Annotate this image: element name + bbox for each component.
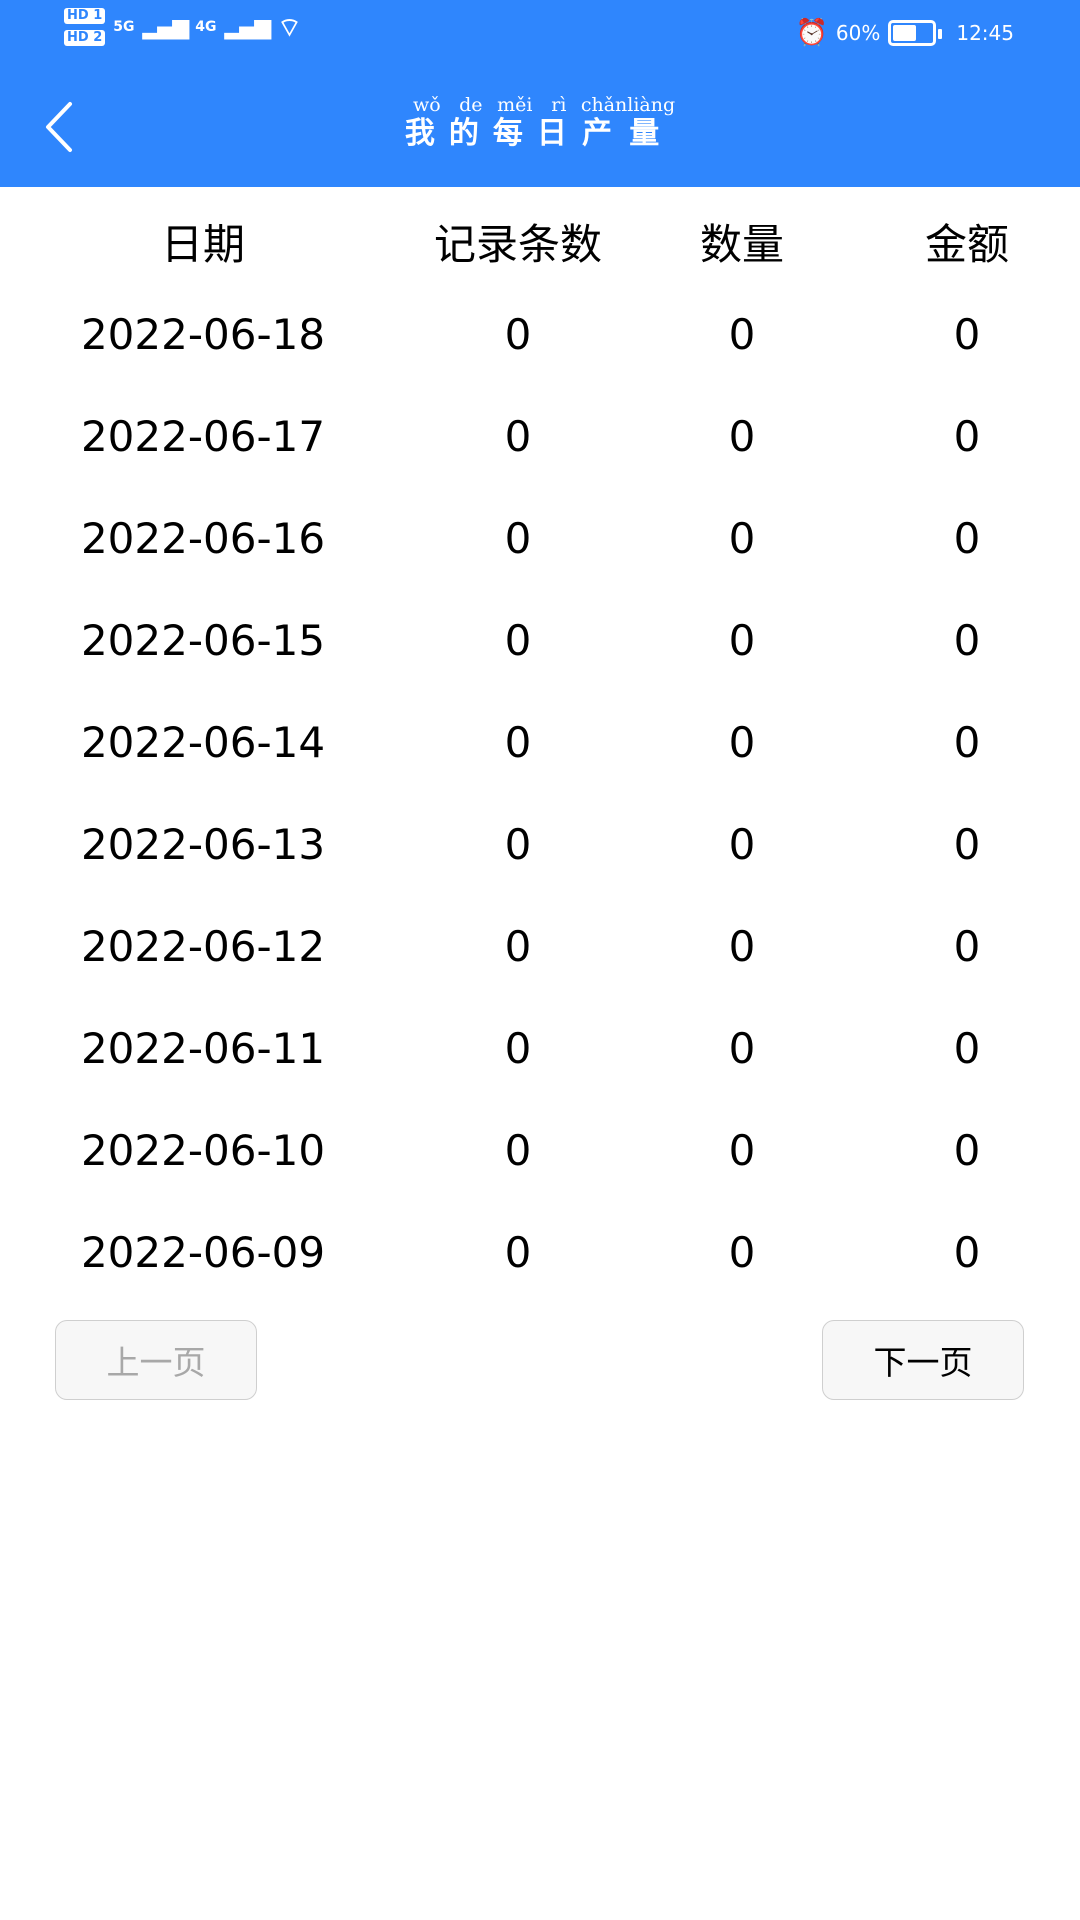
table-cell: 0 <box>728 1024 756 1073</box>
table-cell: 0 <box>953 1228 981 1277</box>
column-header: 记录条数 <box>433 220 603 269</box>
table-row: 2022-06-16 0 0 0 <box>0 509 1080 569</box>
title-pinyin: wǒ <box>404 94 449 116</box>
table-row: 2022-06-11 0 0 0 <box>0 1019 1080 1079</box>
sim2-badge: HD 2 <box>64 30 106 46</box>
prev-page-button[interactable]: 上一页 <box>55 1320 257 1400</box>
table-cell: 0 <box>504 514 532 563</box>
table-row: 2022-06-14 0 0 0 <box>0 713 1080 773</box>
table-cell: 0 <box>504 820 532 869</box>
alarm-icon: ⏰ <box>795 18 828 48</box>
table-cell: 0 <box>728 616 756 665</box>
table-cell: 0 <box>728 310 756 359</box>
wifi-icon: ⌔ <box>277 12 301 43</box>
table-cell: 0 <box>953 922 981 971</box>
title-pinyin: chǎn <box>580 94 628 116</box>
next-page-button[interactable]: 下一页 <box>822 1320 1024 1400</box>
table-cell: 0 <box>728 1228 756 1277</box>
table-cell: 0 <box>953 1024 981 1073</box>
table-cell: 2022-06-17 <box>80 412 326 461</box>
table-cell: 0 <box>953 514 981 563</box>
table-cell: 0 <box>953 718 981 767</box>
title-pinyin: měi <box>492 94 537 116</box>
title-char: 每měi <box>492 94 537 151</box>
table-cell: 0 <box>504 922 532 971</box>
battery-icon <box>888 20 943 46</box>
table-cell: 0 <box>728 922 756 971</box>
title-char: 产chǎn <box>580 94 628 151</box>
table-row: 2022-06-18 0 0 0 <box>0 305 1080 365</box>
app-header: HD 1 HD 2 5G ▂▄▆ 4G ▂▄▆ ⌔ ⏰ 60% 12:45 我wǒ的d… <box>0 0 1080 187</box>
signal-icon: ▂▄▆ <box>224 14 271 40</box>
sim1-badge: HD 1 <box>64 8 106 24</box>
table-cell: 2022-06-12 <box>80 922 326 971</box>
table-cell: 0 <box>953 616 981 665</box>
back-button[interactable] <box>40 100 80 154</box>
table-cell: 2022-06-11 <box>80 1024 326 1073</box>
table-cell: 2022-06-09 <box>80 1228 326 1277</box>
table-row: 2022-06-12 0 0 0 <box>0 917 1080 977</box>
battery-percent: 60% <box>835 21 881 45</box>
column-header: 日期 <box>160 220 246 269</box>
column-header: 金额 <box>924 220 1010 269</box>
table-cell: 0 <box>504 412 532 461</box>
table-cell: 0 <box>504 1228 532 1277</box>
title-char: 日rì <box>536 94 581 151</box>
table-cell: 0 <box>728 1126 756 1175</box>
clock: 12:45 <box>956 21 1014 45</box>
table-row: 2022-06-17 0 0 0 <box>0 407 1080 467</box>
table-cell: 0 <box>728 820 756 869</box>
table-row: 2022-06-13 0 0 0 <box>0 815 1080 875</box>
title-char: 的de <box>448 94 493 151</box>
table-header: 日期 记录条数 数量 金额 <box>0 215 1080 275</box>
title-pinyin: de <box>448 94 493 116</box>
table-cell: 0 <box>504 1126 532 1175</box>
network-4g-label: 4G <box>195 19 217 35</box>
signal-icon: ▂▄▆ <box>142 14 189 40</box>
title-pinyin: liàng <box>627 94 676 116</box>
table-cell: 2022-06-10 <box>80 1126 326 1175</box>
page-title: 我wǒ的de每měi日rì产chǎn量liàng <box>0 94 1080 152</box>
table-cell: 2022-06-16 <box>80 514 326 563</box>
title-char: 量liàng <box>627 94 676 151</box>
table-cell: 0 <box>728 514 756 563</box>
table-row: 2022-06-10 0 0 0 <box>0 1121 1080 1181</box>
status-bar-left: HD 1 HD 2 5G ▂▄▆ 4G ▂▄▆ ⌔ <box>64 8 302 46</box>
table-cell: 0 <box>728 718 756 767</box>
table-cell: 2022-06-18 <box>80 310 326 359</box>
table-cell: 0 <box>728 412 756 461</box>
title-char: 我wǒ <box>404 94 449 151</box>
table-cell: 0 <box>504 1024 532 1073</box>
title-pinyin: rì <box>536 94 581 116</box>
table-cell: 0 <box>953 820 981 869</box>
status-bar-right: ⏰ 60% 12:45 <box>796 18 1014 48</box>
table-cell: 2022-06-14 <box>80 718 326 767</box>
table-cell: 0 <box>504 718 532 767</box>
table-cell: 0 <box>953 1126 981 1175</box>
table-cell: 0 <box>504 616 532 665</box>
table-cell: 2022-06-13 <box>80 820 326 869</box>
table-cell: 0 <box>953 310 981 359</box>
table-row: 2022-06-15 0 0 0 <box>0 611 1080 671</box>
table-row: 2022-06-09 0 0 0 <box>0 1223 1080 1283</box>
table-cell: 0 <box>504 310 532 359</box>
table-cell: 0 <box>953 412 981 461</box>
table-cell: 2022-06-15 <box>80 616 326 665</box>
column-header: 数量 <box>699 220 785 269</box>
network-5g-label: 5G <box>113 19 135 35</box>
